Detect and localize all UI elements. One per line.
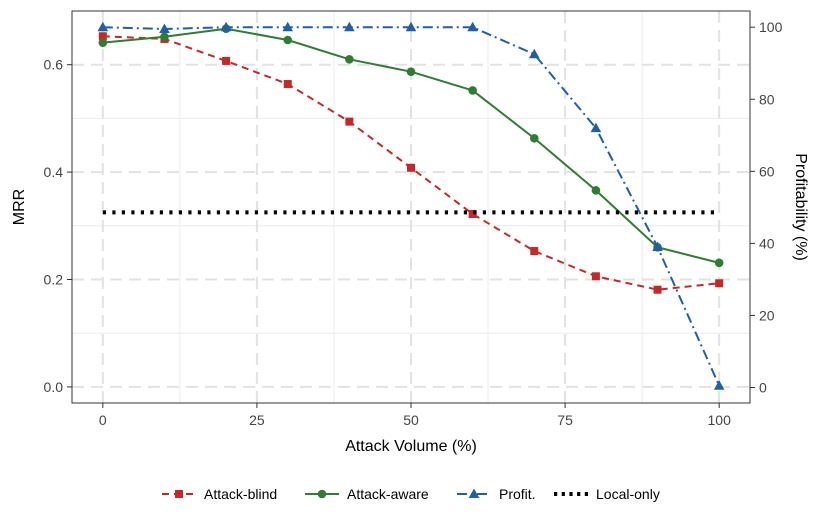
legend-key-marker	[468, 488, 480, 498]
data-point	[345, 117, 354, 126]
y2-tick-label: 40	[759, 235, 775, 251]
y-tick-label: 0.0	[44, 379, 64, 395]
x-axis-label: Attack Volume (%)	[345, 438, 477, 455]
x-axis: 0 25 50 75 100	[99, 403, 731, 428]
data-point	[653, 285, 662, 294]
legend-key-marker	[317, 489, 327, 499]
data-point	[160, 32, 169, 42]
y2-tick-label: 80	[759, 91, 775, 107]
legend-item: Attack-blind	[162, 486, 277, 502]
data-point	[714, 258, 724, 268]
data-point	[220, 21, 232, 32]
data-point	[222, 56, 231, 65]
data-point	[406, 67, 416, 76]
legend-item: Profit.	[457, 486, 536, 502]
legend-label: Profit.	[499, 486, 536, 502]
y2-tick-label: 20	[759, 307, 775, 323]
y2-tick-label: 100	[759, 19, 783, 35]
x-tick-label: 50	[403, 412, 419, 428]
x-tick-label: 75	[557, 412, 573, 428]
data-point	[283, 35, 293, 45]
x-tick-label: 0	[99, 412, 107, 428]
data-point	[590, 122, 602, 133]
data-point	[591, 272, 600, 281]
data-point	[528, 48, 540, 59]
data-point	[467, 21, 478, 32]
data-point	[530, 247, 539, 256]
data-point	[715, 279, 724, 288]
y-tick-label: 0.4	[44, 164, 64, 180]
data-point	[652, 241, 663, 251]
data-point	[468, 209, 477, 218]
data-point	[159, 23, 170, 34]
data-point	[344, 21, 355, 32]
y-tick-label: 0.6	[44, 57, 64, 73]
data-point	[529, 133, 539, 143]
series-profit	[97, 21, 725, 390]
data-point	[407, 163, 415, 172]
x-tick-label: 25	[249, 412, 265, 428]
y-axis: 0.0 0.2 0.4 0.6	[44, 57, 72, 395]
legend-label: Attack-blind	[204, 486, 277, 502]
data-point	[405, 21, 417, 32]
data-point	[345, 55, 354, 64]
y2-tick-label: 60	[759, 163, 775, 179]
data-point	[283, 80, 292, 89]
legend-key-marker	[175, 490, 183, 498]
legend-label: Local-only	[596, 486, 660, 502]
data-point	[591, 186, 601, 195]
data-point	[98, 32, 107, 41]
y2-tick-label: 0	[759, 380, 767, 396]
legend-item: Local-only	[554, 486, 660, 502]
legend: Attack-blind Attack-aware Profit. Local-onl…	[162, 486, 660, 502]
y2-axis: 0 20 40 60 80 100	[750, 19, 783, 396]
x-tick-label: 100	[708, 412, 732, 428]
y-axis-label: MRR	[11, 189, 28, 225]
legend-label: Attack-aware	[347, 486, 429, 502]
data-point	[98, 38, 108, 47]
y-tick-label: 0.2	[44, 271, 64, 287]
grid	[72, 11, 750, 403]
data-point	[468, 86, 477, 95]
series-layer	[97, 21, 725, 390]
data-point	[282, 21, 294, 32]
legend-item: Attack-aware	[305, 486, 429, 502]
data-point	[713, 380, 725, 390]
data-point	[97, 21, 109, 32]
y2-axis-label: Profitability (%)	[792, 153, 809, 261]
